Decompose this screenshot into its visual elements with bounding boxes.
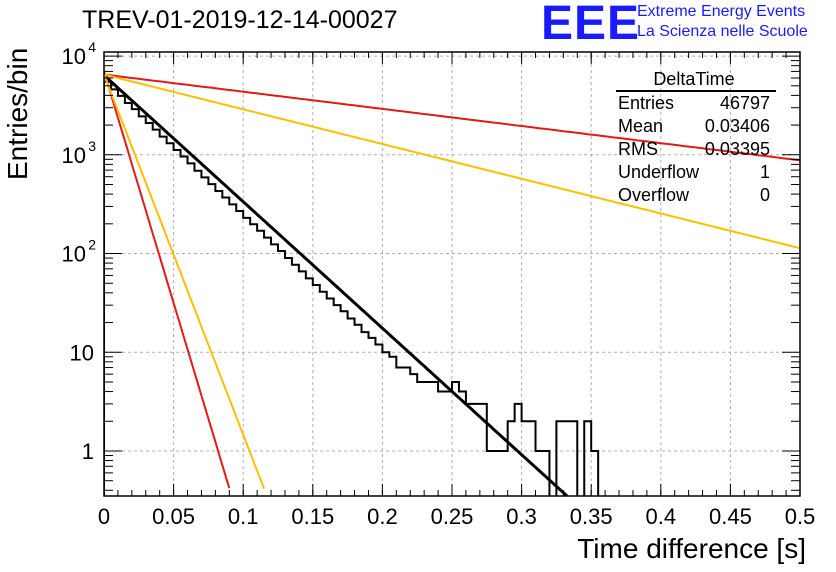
x-tick-label: 0.05 xyxy=(152,504,195,529)
y-tick-label: 10 xyxy=(62,242,86,267)
chart-title: TREV-01-2019-12-14-00027 xyxy=(82,6,398,34)
stats-label: Entries xyxy=(618,93,675,113)
fit-line-3 xyxy=(104,73,800,162)
stats-value: 46797 xyxy=(719,93,770,113)
stats-rule xyxy=(616,90,776,92)
logo-caption: Extreme Energy Events La Scienza nelle S… xyxy=(637,2,808,42)
histogram-steps xyxy=(104,80,600,496)
fit-line-2 xyxy=(104,71,231,489)
y-axis-label: Entries/bin xyxy=(2,47,33,180)
fit-line-5 xyxy=(104,73,800,250)
stats-label: RMS xyxy=(618,139,658,159)
stats-label: Underflow xyxy=(618,162,700,182)
x-tick-label: 0.25 xyxy=(431,504,474,529)
fit-line-1 xyxy=(104,74,569,496)
x-tick-label: 0.2 xyxy=(367,504,398,529)
y-tick-exponent: 3 xyxy=(88,138,96,154)
stats-title: DeltaTime xyxy=(653,69,735,89)
x-tick-label: 0.4 xyxy=(646,504,677,529)
y-tick-exponent: 4 xyxy=(88,39,96,55)
x-tick-label: 0.1 xyxy=(228,504,259,529)
stats-label: Mean xyxy=(618,116,664,136)
x-axis-label: Time difference [s] xyxy=(577,533,806,564)
y-tick-exponent: 2 xyxy=(88,237,96,253)
stats-box: DeltaTime Entries 46797 Mean 0.03406 RMS… xyxy=(612,68,776,207)
fit-line-4 xyxy=(104,74,266,490)
y-tick-label: 10 xyxy=(62,143,86,168)
stats-label: Overflow xyxy=(618,185,690,205)
logo-line-2: La Scienza nelle Scuole xyxy=(637,23,808,40)
stats-value: 0.03406 xyxy=(704,116,770,136)
x-tick-label: 0.15 xyxy=(291,504,334,529)
stats-row-mean: Mean 0.03406 xyxy=(612,115,776,138)
stats-row-overflow: Overflow 0 xyxy=(612,184,776,207)
eee-logo: EEE xyxy=(541,0,641,50)
x-tick-label: 0.3 xyxy=(506,504,537,529)
x-tick-label: 0.5 xyxy=(785,504,816,529)
y-tick-label: 1 xyxy=(82,439,94,464)
stats-row-underflow: Underflow 1 xyxy=(612,161,776,184)
y-tick-label: 10 xyxy=(62,44,86,69)
x-tick-label: 0 xyxy=(98,504,110,529)
y-tick-label: 10 xyxy=(70,340,94,365)
stats-value: 1 xyxy=(759,162,770,182)
stats-row-entries: Entries 46797 xyxy=(612,92,776,115)
x-tick-label: 0.35 xyxy=(570,504,613,529)
stats-row-rms: RMS 0.03395 xyxy=(612,138,776,161)
logo-line-1: Extreme Energy Events xyxy=(637,3,806,20)
x-tick-label: 0.45 xyxy=(709,504,752,529)
stats-value: 0 xyxy=(759,185,770,205)
stats-value: 0.03395 xyxy=(704,139,770,159)
